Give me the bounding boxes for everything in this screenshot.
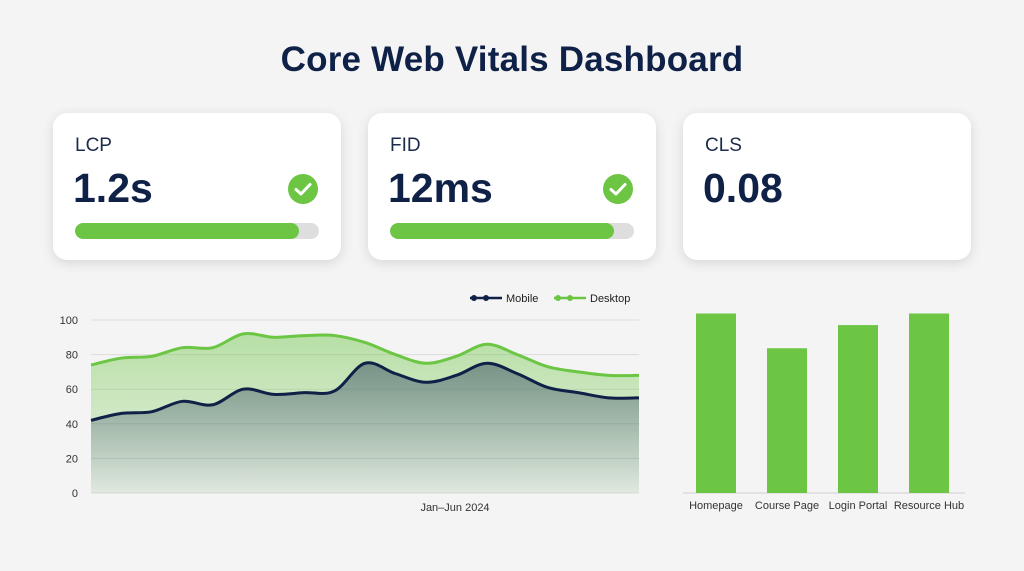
series-line-mobile [90,361,640,422]
y-tick-label: 60 [66,384,78,396]
legend-item-mobile: Mobile [470,293,538,305]
legend-item-desktop: Desktop [554,293,630,305]
y-tick-label: 100 [60,315,78,327]
bar-chart: Homepage Course Page Login Portal Resource … [683,313,965,512]
metric-label: CLS [705,135,742,156]
page-title: Core Web Vitals Dashboard [280,40,744,79]
metric-value: 12ms [388,165,493,211]
metric-label: LCP [75,135,112,156]
bar [838,325,878,493]
check-circle-icon [288,174,318,204]
metric-label: FID [390,135,421,156]
bar [767,348,807,493]
x-axis-label: Jan–Jun 2024 [420,502,489,514]
x-tick-label: Course Page [755,500,819,512]
metric-progress-bar [75,223,319,239]
legend-dot [471,295,477,301]
x-tick-label: Resource Hub [894,500,964,512]
bar [909,313,949,493]
metric-progress-fill [390,223,615,239]
metric-progress-fill [75,223,300,239]
bar [696,313,736,493]
area-fill-mobile [91,362,639,493]
y-tick-label: 40 [66,419,78,431]
metric-value: 0.08 [703,165,783,211]
metric-progress-bar [390,223,634,239]
legend-dot [567,295,573,301]
legend-label: Mobile [506,293,538,305]
y-tick-label: 80 [66,350,78,362]
y-tick-label: 20 [66,453,78,465]
legend-dot [483,295,489,301]
line-chart: 0 20 40 60 80 100 Jan–Jun 2024 Mobile Desktop [60,293,640,514]
legend-dot [555,295,561,301]
metric-value: 1.2s [73,165,153,211]
legend-label: Desktop [590,293,630,305]
metric-card-lcp: LCP 1.2s [53,113,341,260]
metric-card-cls: CLS 0.08 [683,113,971,260]
check-circle-icon [603,174,633,204]
x-tick-label: Homepage [689,500,743,512]
y-tick-label: 0 [72,488,78,500]
metric-card-fid: FID 12ms [368,113,656,260]
x-tick-label: Login Portal [829,500,888,512]
series-line-desktop [90,331,640,378]
